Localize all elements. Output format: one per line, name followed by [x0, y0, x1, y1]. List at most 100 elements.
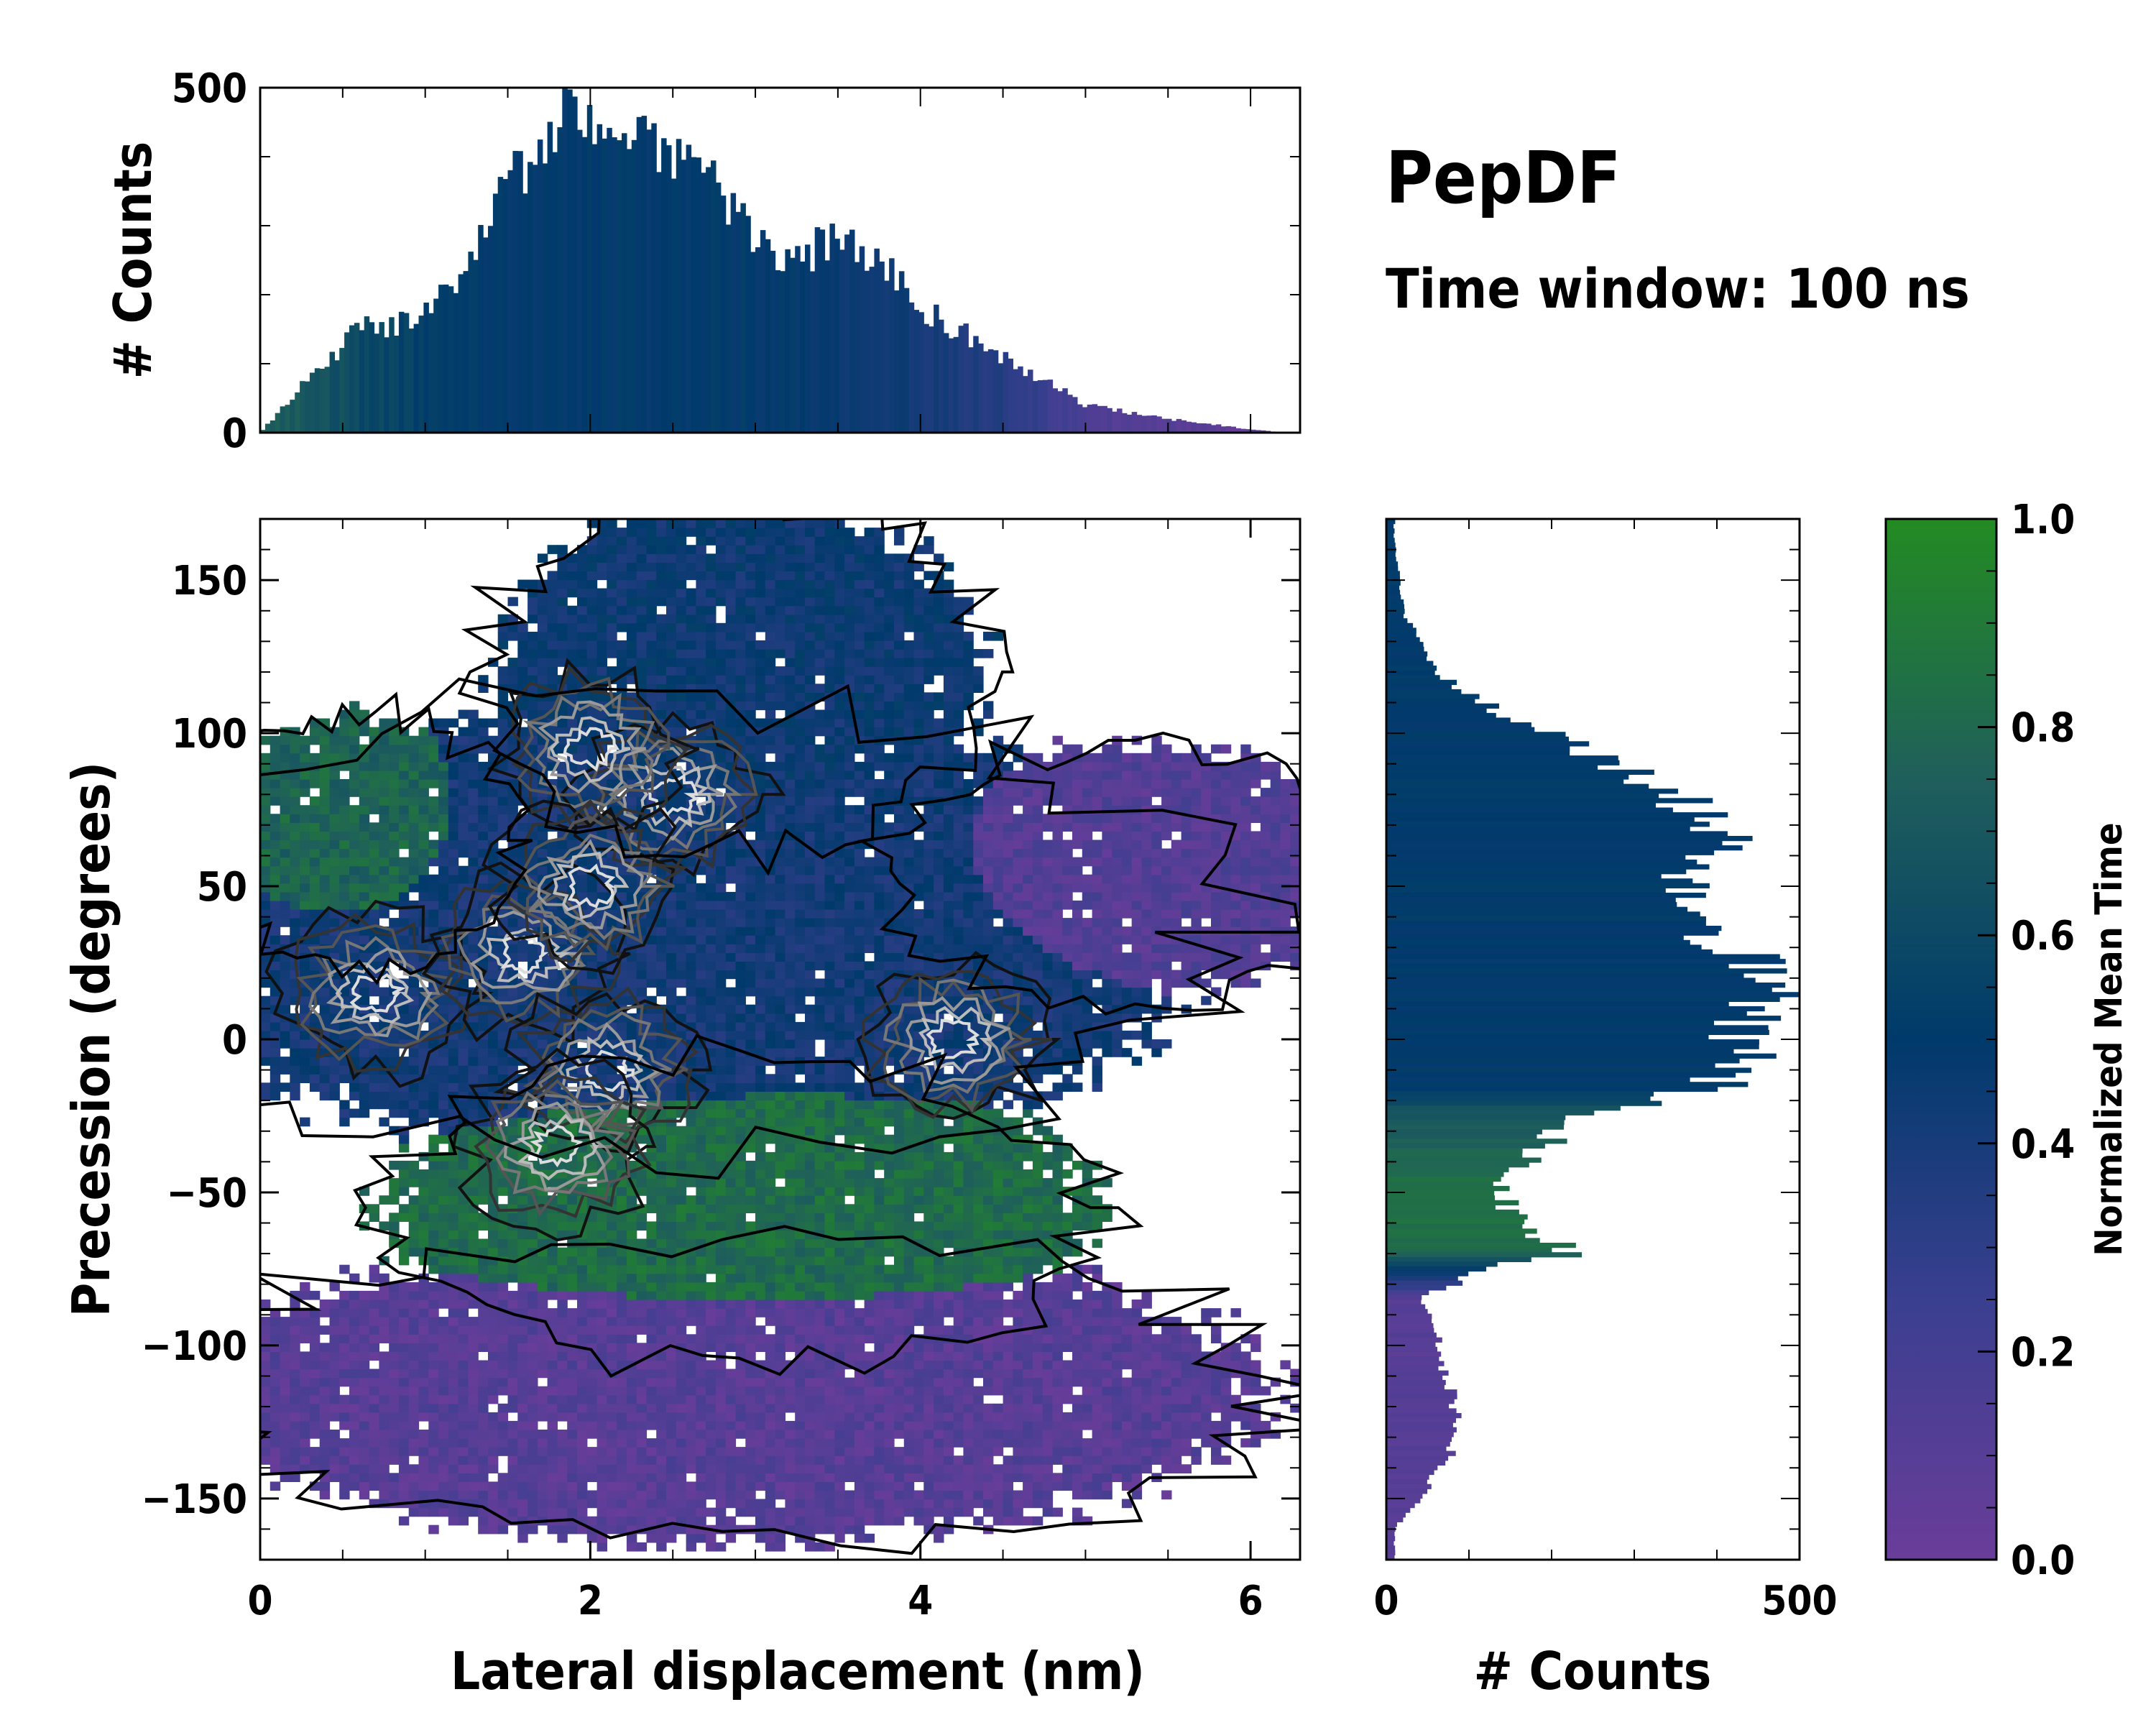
heatmap-cell — [528, 1386, 538, 1396]
heatmap-cell — [339, 788, 350, 797]
heatmap-cell — [696, 614, 706, 624]
heatmap-cell — [735, 1308, 746, 1317]
heatmap-cell — [260, 1300, 271, 1309]
heatmap-cell — [428, 1160, 439, 1170]
heatmap-cell — [369, 831, 379, 841]
heatmap-cell — [725, 1065, 737, 1075]
heatmap-cell — [567, 562, 578, 571]
heatmap-cell — [577, 744, 588, 754]
heatmap-cell — [428, 1325, 439, 1335]
heatmap-cell — [577, 1403, 588, 1413]
heatmap-cell — [280, 874, 290, 884]
heatmap-cell — [369, 848, 379, 858]
heatmap-cell — [755, 1430, 766, 1439]
heatmap-cell — [349, 701, 360, 711]
heatmap-cell — [349, 1048, 360, 1057]
heatmap-cell — [408, 1100, 420, 1110]
heatmap-cell — [379, 1394, 390, 1404]
heatmap-cell — [339, 779, 350, 788]
heatmap-cell — [300, 874, 310, 884]
heatmap-cell — [706, 1438, 717, 1448]
heatmap-cell — [735, 605, 746, 615]
heatmap-cell — [765, 1290, 776, 1300]
heatmap-cell — [696, 1108, 706, 1118]
heatmap-cell — [696, 926, 706, 936]
heatmap-cell — [448, 848, 459, 858]
heatmap-cell — [369, 788, 379, 797]
heatmap-cell — [666, 536, 677, 546]
heatmap-cell — [706, 1403, 717, 1413]
heatmap-cell — [696, 1533, 706, 1543]
heatmap-cell — [507, 1048, 518, 1057]
heatmap-cell — [775, 900, 786, 910]
heatmap-cell — [676, 891, 687, 901]
heatmap-cell — [607, 1300, 617, 1309]
heatmap-cell — [577, 1351, 588, 1361]
heatmap-cell — [260, 788, 271, 797]
heatmap-cell — [309, 796, 321, 806]
heatmap-cell — [260, 779, 271, 788]
heatmap-cell — [745, 1004, 756, 1014]
heatmap-cell — [408, 978, 420, 988]
heatmap-cell — [557, 1430, 568, 1439]
heatmap-cell — [676, 970, 687, 980]
heatmap-cell — [765, 631, 776, 641]
heatmap-cell — [280, 909, 290, 919]
heatmap-cell — [438, 1004, 449, 1014]
heatmap-cell — [646, 1447, 657, 1456]
heatmap-cell — [448, 1334, 459, 1343]
heatmap-cell — [517, 1343, 528, 1352]
heatmap-cell — [270, 1420, 281, 1430]
heatmap-cell — [676, 1308, 687, 1317]
heatmap-cell — [686, 900, 696, 910]
heatmap-cell — [715, 952, 727, 962]
heatmap-cell — [557, 614, 568, 624]
heatmap-cell — [517, 658, 528, 667]
heatmap-cell — [765, 1542, 776, 1552]
heatmap-cell — [398, 1377, 410, 1387]
heatmap-cell — [696, 1368, 706, 1379]
heatmap-cell — [755, 1134, 766, 1144]
heatmap-cell — [389, 1490, 400, 1500]
heatmap-cell — [398, 1074, 410, 1083]
heatmap-cell — [725, 684, 737, 693]
heatmap-cell — [408, 987, 420, 997]
heatmap-cell — [270, 1351, 281, 1361]
heatmap-cell — [755, 1516, 766, 1526]
heatmap-cell — [369, 1100, 379, 1110]
heatmap-cell — [448, 857, 459, 867]
heatmap-cell — [557, 1247, 568, 1257]
heatmap-cell — [586, 614, 598, 624]
heatmap-cell — [438, 1455, 449, 1465]
heatmap-cell — [428, 1524, 439, 1535]
heatmap-cell — [765, 1516, 776, 1526]
heatmap-cell — [428, 805, 439, 814]
heatmap-cell — [765, 622, 776, 632]
heatmap-cell — [418, 1403, 429, 1413]
heatmap-cell — [646, 1438, 657, 1448]
heatmap-cell — [438, 753, 449, 763]
heatmap-cell — [735, 926, 746, 936]
heatmap-cell — [478, 1430, 489, 1439]
heatmap-cell — [755, 684, 766, 693]
heatmap-cell — [696, 675, 706, 684]
heatmap-cell — [567, 1195, 578, 1205]
heatmap-cell — [528, 605, 538, 615]
heatmap-cell — [666, 1455, 677, 1465]
heatmap-cell — [339, 1455, 350, 1465]
heatmap-cell — [646, 978, 657, 988]
heatmap-cell — [359, 1464, 370, 1473]
heatmap-cell — [656, 588, 667, 598]
heatmap-cell — [617, 553, 627, 563]
heatmap-cell — [626, 1030, 637, 1040]
heatmap-cell — [458, 753, 469, 763]
heatmap-cell — [389, 883, 400, 893]
heatmap-cell — [458, 900, 469, 910]
heatmap-cell — [577, 857, 588, 867]
heatmap-cell — [626, 1343, 637, 1352]
heatmap-cell — [478, 675, 489, 684]
heatmap-cell — [626, 1499, 637, 1509]
heatmap-cell — [537, 1039, 548, 1049]
heatmap-cell — [408, 1368, 420, 1379]
heatmap-cell — [755, 536, 766, 546]
